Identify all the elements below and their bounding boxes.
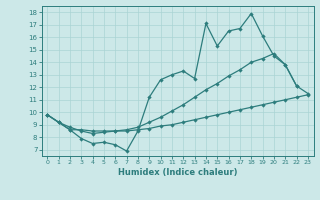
X-axis label: Humidex (Indice chaleur): Humidex (Indice chaleur) xyxy=(118,168,237,177)
